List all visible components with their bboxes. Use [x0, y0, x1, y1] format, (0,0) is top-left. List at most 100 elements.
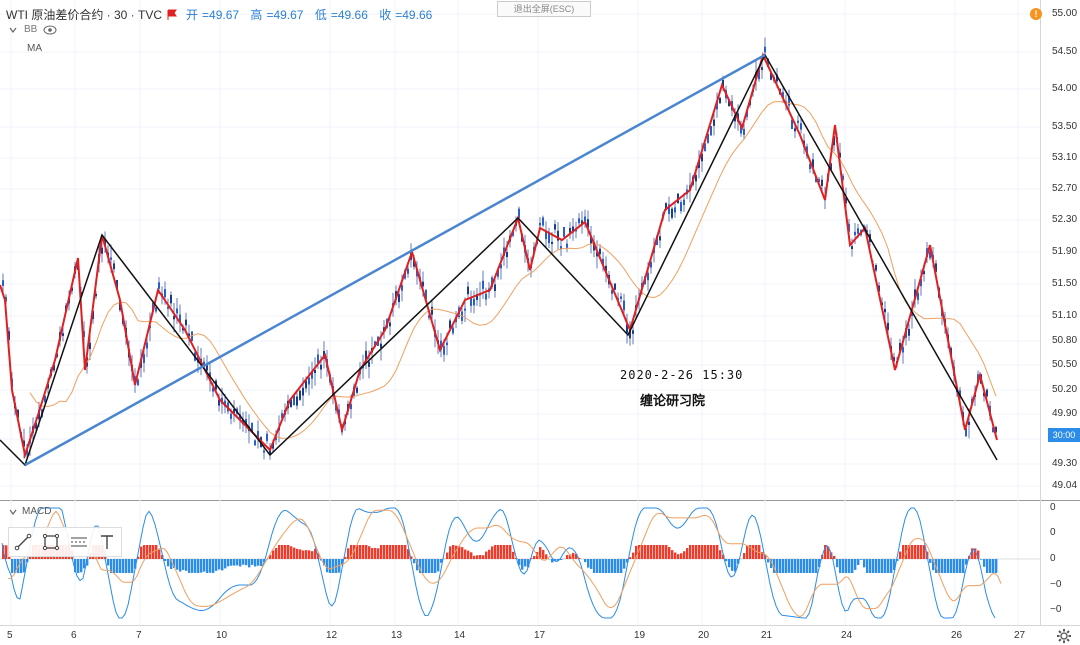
candle-body [851, 246, 853, 250]
bb-label[interactable]: BB [24, 24, 38, 35]
flag-icon[interactable] [166, 9, 178, 21]
candle-body [356, 387, 358, 393]
macd-bar [896, 559, 899, 562]
trend-line-tool[interactable] [9, 528, 37, 556]
macd-bar [191, 559, 194, 573]
current-price-tag: 30:00 [1048, 428, 1080, 442]
macd-bar [734, 559, 737, 572]
macd-bar [803, 559, 806, 573]
candle-body [35, 422, 37, 429]
macd-bar [917, 545, 920, 559]
time-axis-label: 5 [7, 630, 13, 641]
macd-bar [494, 545, 497, 559]
candle-body [146, 342, 148, 349]
macd-bar [983, 559, 986, 567]
candle-body [239, 414, 241, 421]
rectangle-tool[interactable] [37, 528, 65, 556]
candle-body [446, 342, 448, 346]
macd-bar [233, 559, 236, 566]
candle-body [701, 153, 703, 162]
chevron-down-icon[interactable] [8, 25, 18, 35]
price-axis-label: 52.30 [1052, 214, 1078, 225]
candle-body [695, 175, 697, 182]
macd-bar [644, 545, 647, 559]
macd-bar [815, 559, 818, 573]
candle-body [782, 92, 784, 99]
candle-body [818, 179, 820, 183]
annotation-author[interactable]: 缠论研习院 [640, 393, 706, 408]
macd-bar [173, 559, 176, 568]
macd-bar [392, 545, 395, 559]
price-chart[interactable] [0, 0, 1040, 500]
macd-bar [314, 548, 317, 559]
exit-fullscreen-button[interactable]: 退出全屏(ESC) [497, 1, 591, 17]
macd-bar [806, 559, 809, 573]
macd-bar [419, 559, 422, 573]
macd-bar [356, 545, 359, 559]
candle-body [770, 72, 772, 80]
macd-bar [656, 545, 659, 559]
candle-body [191, 331, 193, 342]
candle-body [959, 390, 961, 397]
macd-bar [986, 559, 989, 573]
macd-bar [671, 550, 674, 559]
candle-body [281, 413, 283, 419]
gear-icon[interactable] [1056, 628, 1072, 644]
candle-body [845, 197, 847, 204]
macd-bar [113, 559, 116, 573]
candle-body [506, 252, 508, 258]
candle-body [230, 413, 232, 419]
pane-divider[interactable] [0, 500, 1080, 501]
macd-bar [125, 559, 128, 573]
macd-chart[interactable] [0, 500, 1040, 625]
alert-icon[interactable]: ! [1030, 8, 1042, 20]
candle-body [764, 46, 766, 53]
candle-body [17, 409, 19, 418]
macd-bar [785, 559, 788, 573]
chevron-down-icon[interactable] [8, 507, 18, 517]
macd-bar [800, 559, 803, 573]
macd-bar [533, 555, 536, 559]
macd-bar [569, 554, 572, 559]
macd-bar [482, 555, 485, 559]
candle-body [761, 67, 763, 70]
macd-bar [770, 559, 773, 569]
candle-body [422, 281, 424, 287]
macd-bar [665, 545, 668, 559]
candle-body [713, 119, 715, 126]
macd-bar [149, 545, 152, 559]
ma-label[interactable]: MA [27, 43, 42, 54]
text-tool[interactable] [93, 528, 121, 556]
macd-label[interactable]: MACD [22, 506, 52, 517]
macd-bar [605, 559, 608, 573]
macd-bar [863, 559, 866, 568]
macd-axis-label: 0 [1050, 527, 1056, 538]
price-grid [0, 0, 1040, 500]
parallel-channel-tool[interactable] [65, 528, 93, 556]
symbol-title[interactable]: WTI 原油差价合约 · 30 · TVC [6, 8, 163, 22]
macd-bar [182, 559, 185, 570]
macd-bar [539, 547, 542, 559]
macd-bar [446, 552, 449, 559]
candle-body [839, 152, 841, 158]
macd-bar [884, 559, 887, 573]
price-axis-label: 52.70 [1052, 183, 1078, 194]
macd-bar [428, 559, 431, 573]
candle-body [218, 399, 220, 406]
candle-body [590, 235, 592, 244]
candle-body [743, 128, 745, 135]
candle-body [5, 296, 7, 302]
candle-body [668, 204, 670, 214]
candle-body [92, 310, 94, 319]
macd-bar [257, 559, 260, 566]
macd-bar [299, 549, 302, 559]
eye-icon[interactable] [43, 25, 57, 35]
candle-body [599, 248, 601, 255]
macd-bar [851, 559, 854, 573]
macd-bar [950, 559, 953, 573]
candle-body [917, 293, 919, 300]
macd-bar [170, 559, 173, 569]
annotation-datetime[interactable]: 2020-2-26 15:30 [620, 368, 744, 382]
macd-bar [869, 559, 872, 573]
candle-body [155, 307, 157, 312]
